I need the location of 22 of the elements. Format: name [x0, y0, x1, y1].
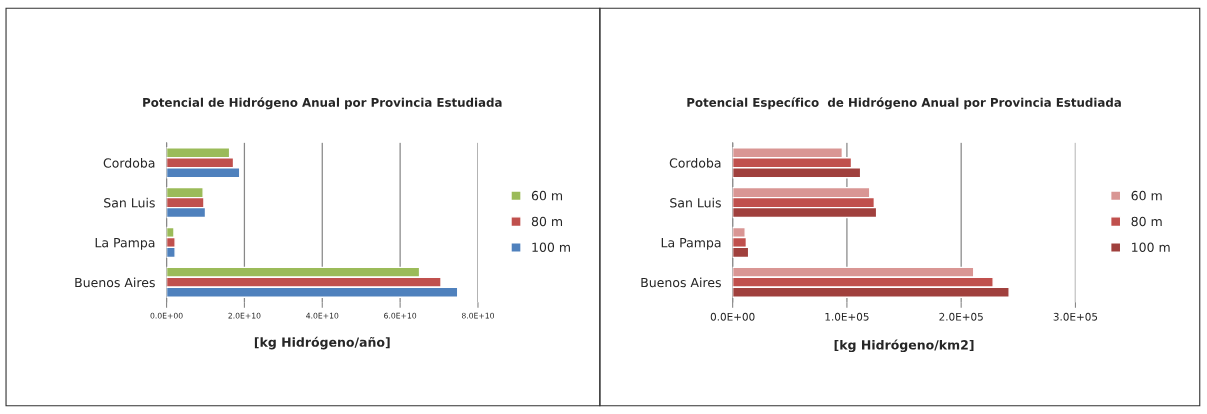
- y-tick-label: Cordoba: [103, 158, 155, 168]
- y-tick-label: Buenos Aires: [75, 277, 155, 288]
- y-tick-label: La Pampa: [95, 238, 155, 250]
- legend-label: 60 m: [1131, 190, 1162, 201]
- x-axis-title: [kg Hidrógeno/año]: [254, 336, 390, 350]
- y-tick-label: San Luis: [104, 197, 155, 208]
- y-tick-label: San Luis: [670, 197, 721, 208]
- chart-title: Potencial de Hidrógeno Anual por Provincia Estudiada: [143, 97, 502, 110]
- y-tick-label: Buenos Aires: [641, 277, 721, 288]
- x-tick-label: 2.0E+05: [939, 312, 983, 321]
- legend-label: 60 m: [531, 190, 563, 201]
- x-axis-title: [kg Hidrógeno/km2]: [834, 339, 974, 353]
- x-tick-label: 3.0E+05: [1053, 312, 1098, 321]
- y-tick-label: Cordoba: [669, 158, 721, 168]
- legend-label: 100 m: [1132, 242, 1170, 252]
- legend-label: 80 m: [1131, 216, 1162, 227]
- y-tick-label: La Pampa: [661, 238, 721, 250]
- x-tick-label: 1.0E+05: [825, 312, 869, 321]
- x-tick-label: 0.0E+00: [710, 312, 755, 321]
- legend-label: 80 m: [531, 216, 563, 227]
- chart-title: Potencial Específico de Hidrógeno Anual por Provincia Estudiada: [687, 97, 1121, 110]
- legend-label: 100 m: [532, 242, 570, 252]
